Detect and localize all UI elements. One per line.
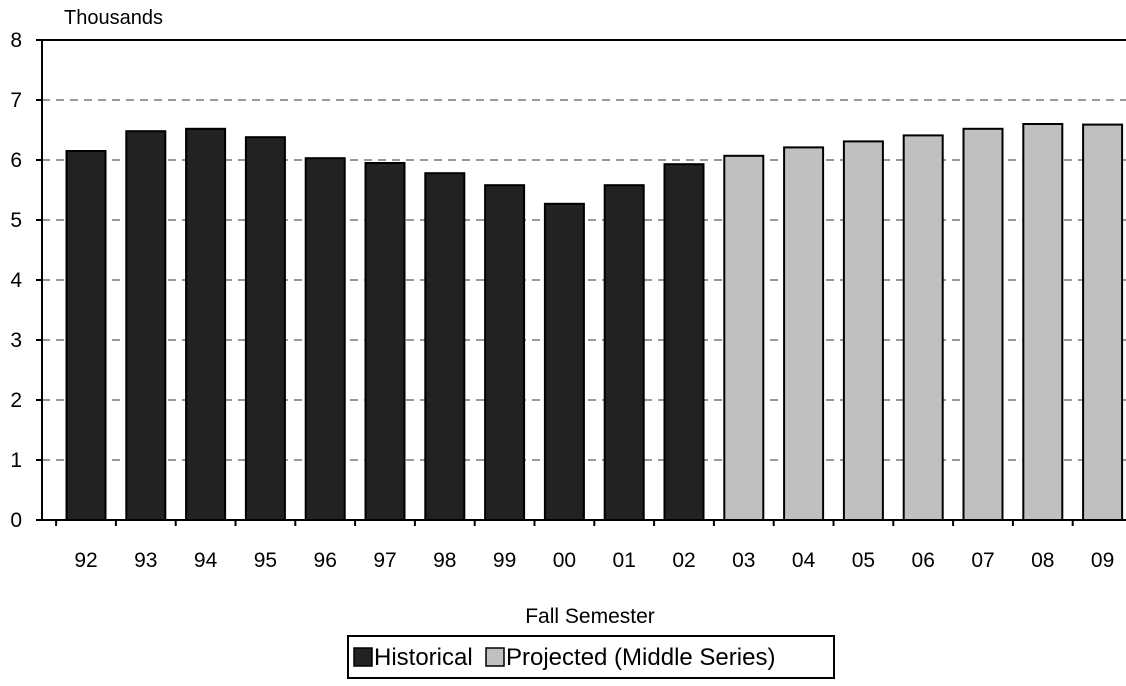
y-tick-label: 4	[10, 269, 22, 292]
axes	[36, 39, 1126, 526]
legend-label-projected: Projected (Middle Series)	[506, 644, 775, 671]
bar-projected-06	[902, 134, 944, 521]
legend-swatch-historical	[353, 647, 373, 667]
x-tick-labels: 92 93 94 95 96 97 98 99 00 01 02 03 04 05 06 07 08 09	[74, 549, 1114, 572]
x-tick-label: 05	[852, 549, 875, 572]
bar-projected-05	[842, 140, 884, 521]
x-tick-label: 97	[373, 549, 396, 572]
y-unit-label: Thousands	[64, 7, 163, 29]
y-tick-label: 2	[10, 389, 22, 412]
bar-historical-93	[125, 130, 167, 521]
x-tick-label: 07	[971, 549, 994, 572]
x-tick-label: 92	[74, 549, 97, 572]
x-tick-label: 96	[314, 549, 337, 572]
x-tick-label: 08	[1031, 549, 1054, 572]
x-tick-label: 00	[553, 549, 576, 572]
x-tick-label: 95	[254, 549, 277, 572]
y-tick-label: 6	[10, 149, 22, 172]
y-tick-label: 1	[10, 449, 22, 472]
x-tick-label: 01	[613, 549, 636, 572]
legend-swatch-projected	[485, 647, 505, 667]
x-tick-label: 03	[732, 549, 755, 572]
bar-historical-98	[424, 172, 466, 521]
bar-historical-97	[364, 162, 406, 521]
bar-projected-03	[723, 154, 765, 522]
x-tick-label: 06	[912, 549, 935, 572]
bar-historical-96	[304, 157, 346, 521]
bar-historical-01	[603, 184, 645, 521]
x-tick-label: 98	[433, 549, 456, 572]
bar-historical-94	[185, 127, 227, 522]
x-tick-label: 09	[1091, 549, 1114, 572]
y-tick-labels: 0 1 2 3 4 5 6 7 8	[10, 29, 22, 532]
bar-historical-95	[244, 136, 286, 521]
y-tick-label: 0	[10, 509, 22, 532]
bar-historical-99	[484, 184, 526, 521]
x-tick-label: 93	[134, 549, 157, 572]
y-tick-label: 5	[10, 209, 22, 232]
gridlines	[42, 99, 1126, 461]
y-tick-label: 7	[10, 89, 22, 112]
x-tick-label: 99	[493, 549, 516, 572]
legend-frame	[347, 635, 835, 679]
bar-historical-02	[663, 163, 705, 521]
legend: Historical Projected (Middle Series)	[347, 635, 835, 679]
bar-projected-08	[1022, 123, 1064, 521]
bar-projected-04	[783, 146, 825, 521]
x-tick-label: 94	[194, 549, 218, 572]
y-tick-label: 3	[10, 329, 22, 352]
bar-projected-07	[962, 127, 1004, 522]
y-tick-label: 8	[10, 29, 22, 52]
bar-historical-92	[65, 150, 107, 521]
x-tick-label: 04	[792, 549, 816, 572]
legend-label-historical: Historical	[374, 644, 473, 671]
bar-projected-09	[1082, 123, 1124, 521]
x-axis-title: Fall Semester	[525, 605, 655, 628]
bars	[65, 123, 1124, 522]
x-tick-label: 02	[672, 549, 695, 572]
bar-historical-00	[543, 202, 585, 522]
